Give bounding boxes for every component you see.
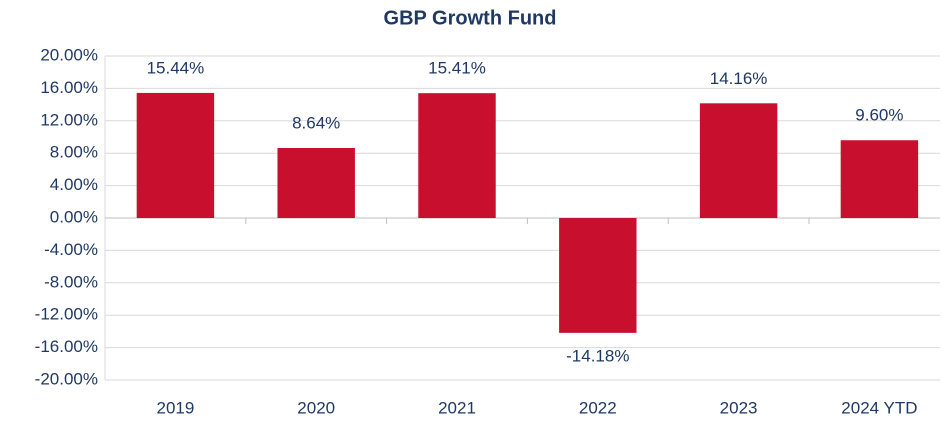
y-tick-label: -12.00%: [35, 305, 98, 324]
bar: [840, 140, 919, 218]
x-tick-label: 2020: [297, 398, 335, 417]
y-tick-label: 0.00%: [50, 207, 98, 226]
y-tick-label: -8.00%: [44, 272, 98, 291]
bar: [418, 93, 496, 218]
y-tick-label: 16.00%: [40, 78, 98, 97]
y-tick-label: 4.00%: [50, 175, 98, 194]
x-tick-label: 2021: [438, 398, 476, 417]
x-tick-label: 2019: [156, 398, 194, 417]
y-tick-label: 20.00%: [40, 45, 98, 64]
x-tick-label: 2023: [720, 398, 758, 417]
data-label: 15.44%: [147, 58, 205, 77]
bar: [277, 148, 355, 218]
data-label: 15.41%: [428, 59, 486, 78]
y-tick-label: 8.00%: [50, 143, 98, 162]
y-tick-label: -4.00%: [44, 240, 98, 259]
bar: [699, 103, 778, 218]
y-tick-label: -20.00%: [35, 369, 98, 388]
data-label: 9.60%: [855, 106, 903, 125]
data-label: -14.18%: [566, 346, 629, 365]
bar: [559, 218, 637, 333]
x-tick-label: 2024 YTD: [841, 398, 917, 417]
bar: [136, 92, 215, 218]
y-tick-label: 12.00%: [40, 110, 98, 129]
data-label: 14.16%: [710, 69, 768, 88]
data-label: 8.64%: [292, 114, 340, 133]
x-tick-label: 2022: [579, 398, 617, 417]
y-tick-label: -16.00%: [35, 337, 98, 356]
chart-title: GBP Growth Fund: [384, 7, 557, 29]
